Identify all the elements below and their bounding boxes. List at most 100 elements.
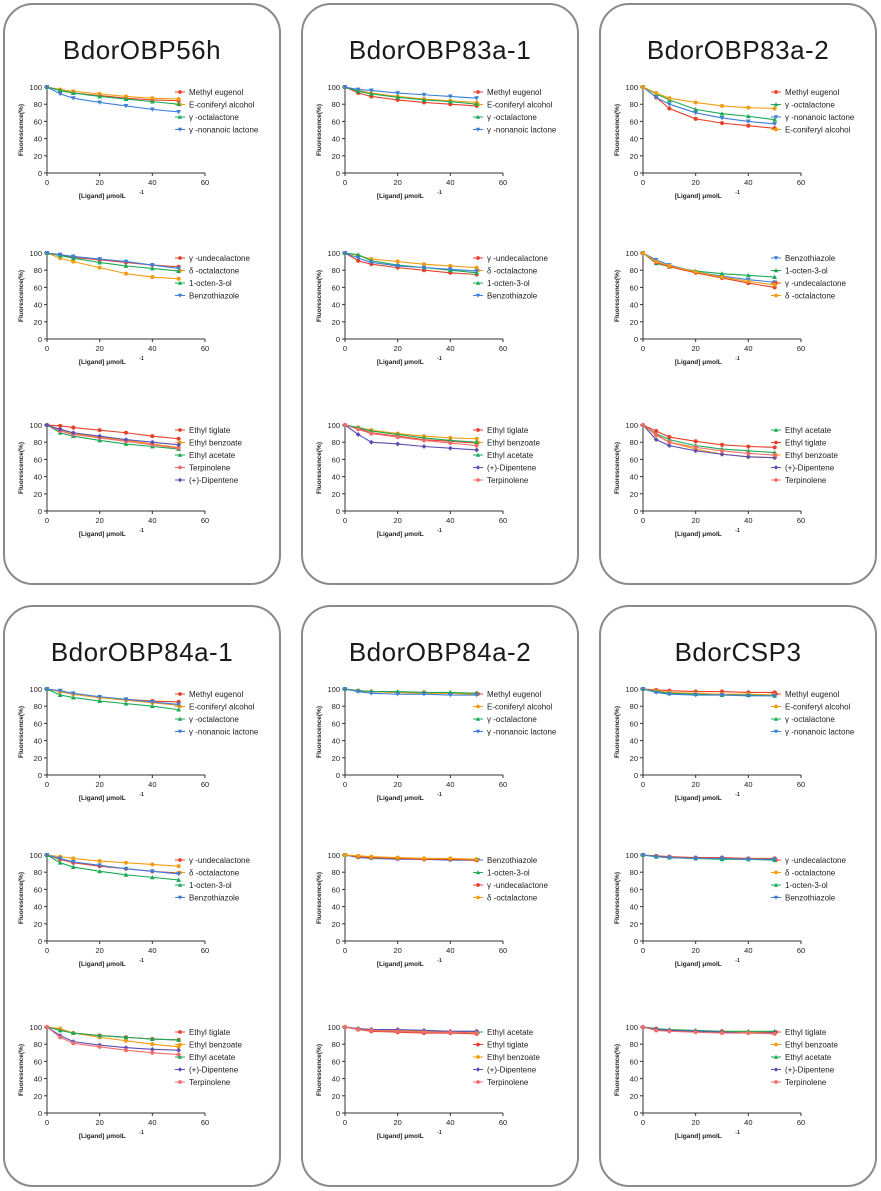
y-tick-label: 20 bbox=[630, 1092, 638, 1101]
data-point bbox=[342, 1024, 348, 1030]
data-point bbox=[150, 1042, 155, 1047]
x-tick-label: 20 bbox=[393, 178, 401, 187]
legend-label: E-coniferyl alcohol bbox=[785, 703, 851, 712]
y-tick-label: 80 bbox=[630, 1040, 638, 1049]
chart-16: 0 20 40 60 80 100 0 20 40 60 Fluorescence(%) [Ligan… bbox=[614, 851, 846, 968]
data-point bbox=[693, 856, 699, 861]
data-point bbox=[667, 106, 672, 111]
legend-marker bbox=[774, 870, 778, 875]
y-axis-label: Fluorescence(%) bbox=[614, 104, 621, 156]
y-tick-label: 0 bbox=[634, 335, 638, 344]
y-tick-label: 40 bbox=[332, 301, 340, 310]
y-axis-label: Fluorescence(%) bbox=[18, 270, 25, 322]
legend-marker bbox=[177, 127, 183, 132]
legend-label: δ -octalactone bbox=[785, 869, 836, 878]
x-tick-label: 60 bbox=[797, 178, 805, 187]
y-tick-label: 0 bbox=[634, 507, 638, 516]
data-point bbox=[667, 1029, 672, 1034]
data-point bbox=[44, 251, 50, 256]
legend-marker bbox=[476, 256, 480, 260]
x-axis-label: [Ligand] μmolL bbox=[675, 1133, 722, 1140]
legend-marker bbox=[774, 704, 778, 709]
data-point bbox=[57, 692, 63, 697]
data-point bbox=[176, 1037, 182, 1042]
x-tick-label: 20 bbox=[691, 178, 699, 187]
x-tick-label: 60 bbox=[797, 780, 805, 789]
legend-marker bbox=[476, 1080, 480, 1084]
x-tick-label: 0 bbox=[343, 178, 347, 187]
data-point bbox=[123, 263, 129, 268]
y-tick-label: 20 bbox=[630, 318, 638, 327]
x-tick-label: 40 bbox=[148, 178, 156, 187]
data-point bbox=[71, 425, 76, 430]
data-point bbox=[149, 99, 155, 104]
legend-marker bbox=[178, 256, 182, 260]
y-axis-label: Fluorescence(%) bbox=[614, 270, 621, 322]
legend-label: γ -undecalactone bbox=[189, 254, 250, 263]
chart-8: 0 20 40 60 80 100 0 20 40 60 Fluorescence(%) [Ligan… bbox=[614, 421, 838, 538]
legend-label: Ethyl acetate bbox=[189, 1053, 236, 1062]
legend-label: Benzothiazole bbox=[189, 894, 240, 903]
legend-marker bbox=[476, 90, 480, 94]
data-point bbox=[395, 441, 401, 447]
x-axis-label: [Ligand] μmolL bbox=[79, 1133, 126, 1140]
data-point bbox=[474, 439, 480, 445]
chart-1: 0 20 40 60 80 100 0 20 40 60 Fluorescence(%) [Ligan… bbox=[18, 249, 250, 366]
y-tick-label: 40 bbox=[332, 135, 340, 144]
y-tick-label: 80 bbox=[630, 702, 638, 711]
y-tick-label: 60 bbox=[630, 117, 638, 126]
data-point bbox=[746, 123, 751, 128]
series-line bbox=[46, 252, 179, 270]
data-point bbox=[719, 693, 725, 698]
y-tick-label: 20 bbox=[332, 318, 340, 327]
panel-title: BdorOBP83a-1 bbox=[348, 35, 532, 65]
legend-label: 1-octen-3-ol bbox=[189, 279, 232, 288]
y-tick-label: 0 bbox=[634, 169, 638, 178]
legend-label: E-coniferyl alcohol bbox=[487, 703, 553, 712]
legend-marker bbox=[177, 729, 183, 734]
data-point bbox=[474, 857, 479, 862]
y-tick-label: 80 bbox=[630, 266, 638, 275]
data-point bbox=[653, 95, 659, 100]
legend-label: Ethyl tiglate bbox=[189, 1028, 231, 1037]
legend-label: γ -undecalactone bbox=[487, 881, 548, 890]
y-tick-label: 20 bbox=[332, 754, 340, 763]
data-point bbox=[640, 422, 646, 428]
y-tick-label: 40 bbox=[34, 473, 42, 482]
x-tick-label: 60 bbox=[201, 1118, 209, 1127]
legend-marker bbox=[475, 716, 481, 721]
x-axis-label-sup: -1 bbox=[735, 792, 740, 798]
y-tick-label: 0 bbox=[38, 937, 42, 946]
legend-marker bbox=[475, 870, 481, 875]
data-point bbox=[123, 1038, 129, 1043]
panel-bdorobp84a-1: BdorOBP84a-1 0 20 40 60 80 100 0 20 40 60 Fluoresc… bbox=[3, 605, 281, 1187]
x-axis-label-sup: -1 bbox=[437, 792, 442, 798]
y-tick-label: 100 bbox=[327, 685, 340, 694]
data-point bbox=[71, 259, 76, 264]
legend-label: 1-octen-3-ol bbox=[189, 881, 232, 890]
data-point bbox=[772, 453, 777, 458]
y-tick-label: 100 bbox=[29, 83, 42, 92]
legend-label: Terpinolene bbox=[189, 464, 231, 473]
data-point bbox=[395, 1029, 400, 1034]
x-tick-label: 60 bbox=[499, 178, 507, 187]
data-point bbox=[342, 251, 348, 256]
data-point bbox=[395, 91, 401, 96]
x-tick-label: 20 bbox=[95, 946, 103, 955]
data-point bbox=[57, 426, 63, 432]
y-tick-label: 0 bbox=[336, 771, 340, 780]
x-axis-label-sup: -1 bbox=[735, 1130, 740, 1136]
y-tick-label: 80 bbox=[332, 1040, 340, 1049]
data-point bbox=[772, 445, 777, 450]
y-tick-label: 20 bbox=[332, 920, 340, 929]
x-axis-label: [Ligand] μmolL bbox=[377, 795, 424, 802]
legend-marker bbox=[475, 465, 481, 470]
legend-label: γ -nonanoic lactone bbox=[785, 728, 855, 737]
y-tick-label: 0 bbox=[336, 1109, 340, 1118]
data-point bbox=[369, 854, 374, 859]
data-point bbox=[176, 877, 182, 882]
y-axis-label: Fluorescence(%) bbox=[316, 1044, 323, 1096]
legend-label: Ethyl acetate bbox=[189, 451, 236, 460]
legend-marker bbox=[178, 1030, 182, 1034]
x-axis-label-sup: -1 bbox=[139, 1130, 144, 1136]
